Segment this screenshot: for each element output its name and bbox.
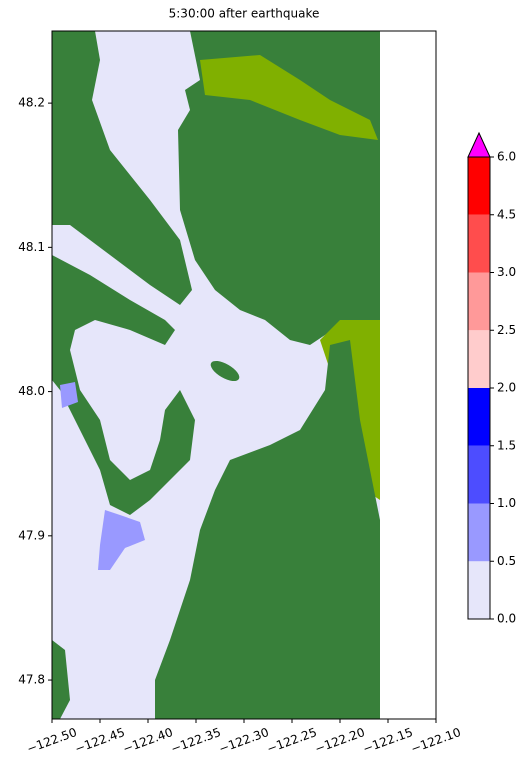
x-tick-label: −122.35 bbox=[169, 725, 223, 756]
land-highland bbox=[200, 55, 378, 140]
colorbar-tick-label: 1.0 bbox=[497, 496, 516, 510]
colorbar-tick-label: 1.5 bbox=[497, 438, 516, 452]
x-tick-label: −122.50 bbox=[25, 725, 79, 756]
colorbar: 0.0 0.5 1.0 1.5 2.0 2.5 3.0 4.5 6.0 bbox=[467, 131, 516, 626]
colorbar-tick-label: 2.5 bbox=[497, 323, 516, 337]
colorbar-tick-label: 4.5 bbox=[497, 207, 516, 221]
y-tick-label: 48.2 bbox=[18, 96, 45, 110]
x-tick-label: −122.10 bbox=[409, 725, 463, 756]
x-tick-label: −122.15 bbox=[361, 725, 415, 756]
y-tick-label: 48.0 bbox=[18, 384, 45, 398]
colorbar-segment bbox=[468, 561, 490, 619]
colorbar-tick-label: 0.0 bbox=[497, 612, 516, 626]
island bbox=[210, 360, 240, 382]
land bbox=[52, 255, 195, 515]
colorbar-segment bbox=[468, 388, 490, 446]
x-tick-label: −122.20 bbox=[313, 725, 367, 756]
x-tick-label: −122.45 bbox=[73, 725, 127, 756]
colorbar-extend bbox=[467, 131, 491, 158]
land bbox=[52, 640, 70, 719]
map bbox=[52, 31, 380, 719]
colorbar-segment bbox=[468, 330, 490, 388]
flooded-area bbox=[60, 382, 78, 408]
colorbar-tick-label: 2.0 bbox=[497, 381, 516, 395]
y-tick-label: 47.9 bbox=[18, 528, 45, 542]
y-tick-label: 47.8 bbox=[18, 673, 45, 687]
colorbar-segment bbox=[468, 214, 490, 273]
y-tick-label: 48.1 bbox=[18, 240, 45, 254]
x-tick-label: −122.40 bbox=[121, 725, 175, 756]
colorbar-segment bbox=[468, 272, 490, 331]
chart-title: 5:30:00 after earthquake bbox=[169, 7, 320, 21]
x-tick-label: −122.30 bbox=[217, 725, 271, 756]
flooded-area bbox=[98, 510, 145, 570]
land bbox=[52, 31, 192, 305]
land bbox=[155, 340, 380, 719]
colorbar-tick-label: 3.0 bbox=[497, 265, 516, 279]
x-tick-label: −122.25 bbox=[265, 725, 319, 756]
colorbar-segment bbox=[468, 157, 490, 215]
colorbar-tick-label: 6.0 bbox=[497, 150, 516, 164]
colorbar-tick-label: 0.5 bbox=[497, 554, 516, 568]
colorbar-segment bbox=[468, 503, 490, 562]
colorbar-segment bbox=[468, 445, 490, 504]
